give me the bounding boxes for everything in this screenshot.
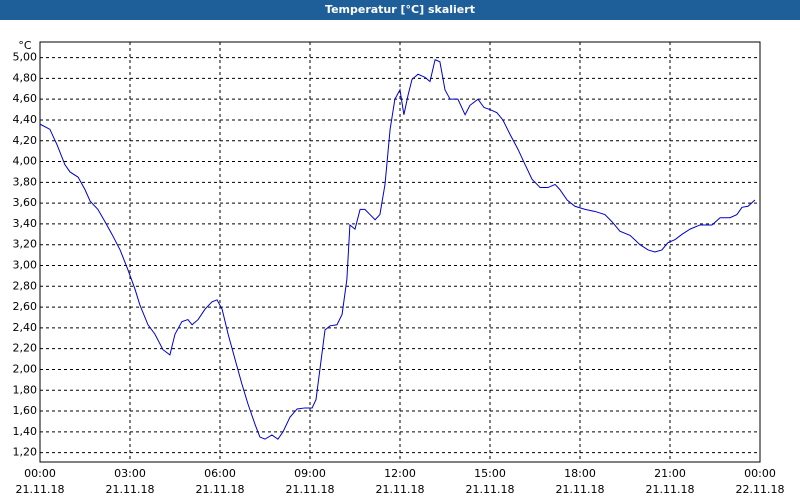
y-tick-label: 3,80 [13, 175, 38, 188]
x-tick-date: 21.11.18 [16, 483, 65, 496]
x-tick-label: 15:00 [474, 467, 506, 480]
y-tick-label: 3,60 [13, 196, 38, 209]
y-tick-label: 4,80 [13, 71, 38, 84]
x-tick-date: 21.11.18 [646, 483, 695, 496]
y-tick-label: 4,60 [13, 92, 38, 105]
y-tick-label: 2,80 [13, 279, 38, 292]
y-unit: °C [18, 39, 32, 52]
x-tick-date: 21.11.18 [106, 483, 155, 496]
y-tick-label: 1,20 [13, 446, 38, 459]
y-tick-label: 3,00 [13, 259, 38, 272]
y-tick-label: 4,00 [13, 155, 38, 168]
x-tick-label: 00:00 [24, 467, 56, 480]
y-tick-label: 2,20 [13, 342, 38, 355]
x-tick-date: 21.11.18 [556, 483, 605, 496]
y-tick-label: 4,20 [13, 134, 38, 147]
x-tick-date: 21.11.18 [286, 483, 335, 496]
y-tick-label: 1,80 [13, 383, 38, 396]
y-tick-label: 2,00 [13, 362, 38, 375]
y-tick-label: 3,20 [13, 238, 38, 251]
y-tick-label: 1,40 [13, 425, 38, 438]
x-tick-date: 21.11.18 [196, 483, 245, 496]
y-tick-label: 5,00 [13, 51, 38, 64]
x-tick-label: 18:00 [564, 467, 596, 480]
y-tick-label: 3,40 [13, 217, 38, 230]
x-tick-label: 09:00 [294, 467, 326, 480]
x-tick-date: 21.11.18 [376, 483, 425, 496]
y-tick-label: 2,60 [13, 300, 38, 313]
y-tick-label: 4,40 [13, 113, 38, 126]
y-tick-label: 1,60 [13, 404, 38, 417]
temperature-line [39, 58, 756, 440]
x-tick-date: 22.11.18 [736, 483, 785, 496]
x-tick-date: 21.11.18 [466, 483, 515, 496]
x-tick-label: 00:00 [744, 467, 776, 480]
chart: °C 1,20 1,40 1,60 1,80 2,00 2,20 2,40 2,60 2,80 3… [13, 39, 785, 496]
window-title: Temperatur [°C] skaliert [0, 0, 800, 20]
x-tick-label: 06:00 [204, 467, 236, 480]
x-tick-label: 21:00 [654, 467, 686, 480]
x-tick-label: 12:00 [384, 467, 416, 480]
y-tick-label: 2,40 [13, 321, 38, 334]
x-tick-label: 03:00 [114, 467, 146, 480]
